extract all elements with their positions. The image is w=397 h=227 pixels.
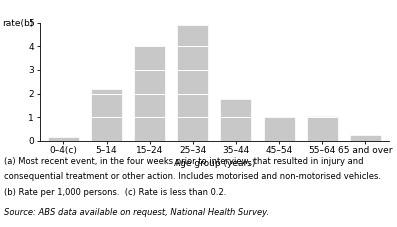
Bar: [350, 135, 381, 141]
Text: Source: ABS data available on request, National Health Survey.: Source: ABS data available on request, N…: [4, 207, 269, 217]
Bar: [264, 117, 295, 141]
Text: rate(b): rate(b): [2, 19, 33, 28]
Bar: [91, 89, 122, 141]
Bar: [48, 137, 79, 141]
Bar: [306, 116, 338, 141]
Bar: [220, 99, 251, 141]
Bar: [134, 46, 165, 141]
Text: consequential treatment or other action. Includes motorised and non-motorised ve: consequential treatment or other action.…: [4, 172, 381, 181]
Text: (b) Rate per 1,000 persons.  (c) Rate is less than 0.2.: (b) Rate per 1,000 persons. (c) Rate is …: [4, 188, 226, 197]
X-axis label: Age group (years): Age group (years): [174, 159, 255, 168]
Bar: [177, 25, 208, 141]
Text: (a) Most recent event, in the four weeks prior to interview, that resulted in in: (a) Most recent event, in the four weeks…: [4, 157, 364, 166]
